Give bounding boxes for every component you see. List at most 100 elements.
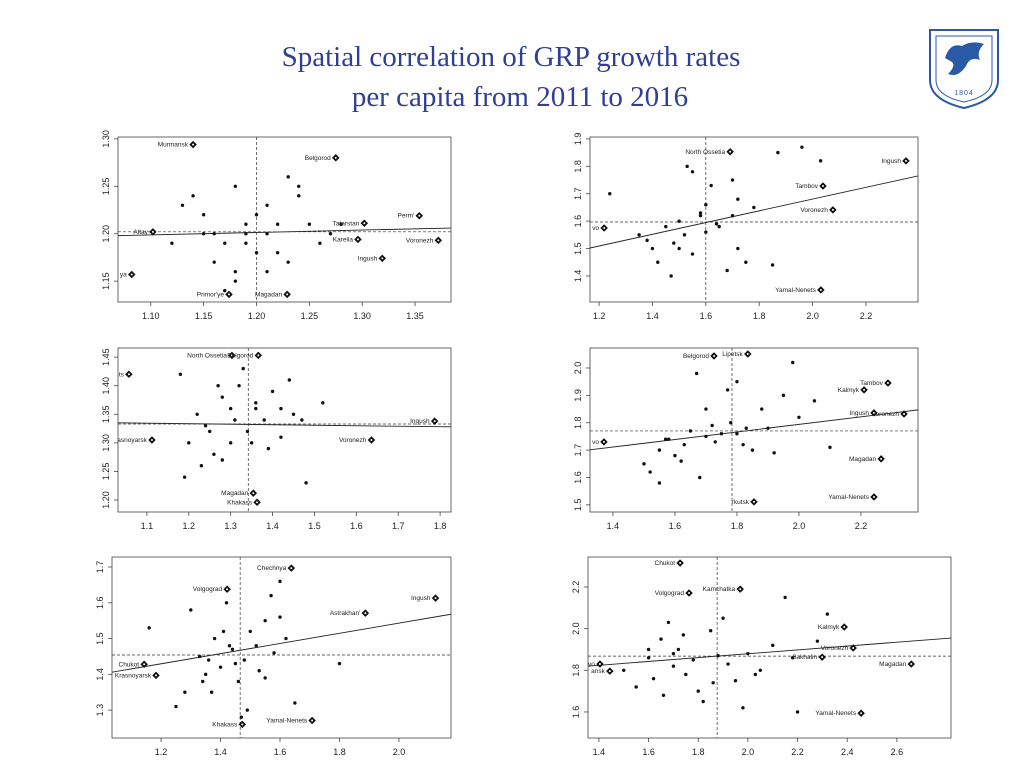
- point: [684, 672, 688, 677]
- labeled-point-center: [598, 663, 601, 666]
- point: [208, 429, 212, 434]
- point: [272, 651, 276, 655]
- labeled-point-center: [746, 353, 749, 356]
- point-label: rkutsk: [732, 499, 750, 506]
- y-tick-label: 1.8: [573, 160, 583, 173]
- point: [293, 701, 297, 705]
- point: [170, 241, 174, 245]
- point: [637, 233, 641, 237]
- point-label: Kalmyk: [818, 624, 840, 631]
- point-label: Kamchatka: [703, 586, 736, 593]
- labeled-point-center: [434, 597, 437, 600]
- point-label: Volgograd: [193, 586, 223, 593]
- point: [191, 194, 195, 198]
- point: [220, 395, 224, 399]
- labeled-point-center: [872, 411, 875, 414]
- point-label: North Ossetia: [187, 352, 227, 359]
- x-tick-label: 1.25: [301, 311, 319, 321]
- x-tick-label: 1.4: [266, 521, 279, 531]
- point: [671, 651, 676, 656]
- point: [696, 689, 700, 693]
- point: [725, 388, 730, 392]
- y-tick-label: 1.4: [95, 668, 105, 681]
- y-tick-label: 1.35: [101, 406, 111, 424]
- point: [659, 637, 663, 641]
- point-label: Ingush: [849, 410, 869, 417]
- labeled-point-center: [831, 208, 834, 211]
- fit-line: [590, 175, 918, 249]
- point: [244, 241, 248, 245]
- point-label: North Ossetia: [685, 149, 725, 156]
- y-tick-label: 1.15: [101, 272, 111, 290]
- x-tick-label: 1.6: [274, 747, 287, 757]
- point-label: Khakass: [227, 499, 253, 506]
- point-label: ansk: [591, 668, 605, 675]
- point: [736, 197, 740, 201]
- point: [691, 658, 695, 662]
- plot-frame: [111, 556, 452, 739]
- point: [228, 406, 233, 411]
- point: [254, 644, 258, 648]
- point: [265, 203, 269, 207]
- labeled-point-center: [418, 214, 421, 217]
- y-tick-label: 1.7: [573, 444, 583, 457]
- point: [608, 192, 612, 196]
- point: [730, 213, 735, 218]
- x-tick-label: 2.0: [393, 747, 406, 757]
- point: [721, 616, 725, 620]
- x-tick-label: 1.3: [224, 521, 237, 531]
- point: [704, 407, 708, 411]
- point: [249, 441, 254, 445]
- point-label: Voronezh: [800, 207, 828, 214]
- fit-line: [118, 422, 451, 428]
- labeled-point-center: [753, 500, 755, 503]
- point: [227, 644, 232, 648]
- point: [690, 170, 695, 174]
- point: [783, 595, 787, 600]
- labeled-point-center: [151, 230, 154, 233]
- y-tick-label: 1.20: [101, 491, 111, 509]
- labeled-point-center: [437, 239, 440, 242]
- x-tick-label: 1.2: [155, 747, 168, 757]
- point: [825, 612, 830, 616]
- y-tick-label: 1.30: [101, 434, 111, 452]
- point: [795, 710, 800, 714]
- plot-area: North Ossetia Belgorod ts Ingush asnoyarsk Vo…: [118, 348, 451, 512]
- logo: 1804: [929, 29, 999, 110]
- x-tick-label: 2.0: [806, 311, 819, 321]
- point-label: Magadan: [879, 661, 906, 668]
- labeled-point-center: [143, 663, 146, 666]
- point: [224, 601, 229, 605]
- point: [275, 250, 280, 255]
- labeled-point-center: [843, 625, 846, 628]
- slide-title: Spatial correlation of GRP growth rates: [282, 41, 741, 73]
- point: [233, 418, 237, 422]
- point: [297, 194, 301, 198]
- x-tick-label: 2.2: [860, 311, 873, 321]
- point-label: Chukot: [655, 560, 676, 567]
- x-tick-label: 1.15: [195, 311, 213, 321]
- x-tick-label: 2.4: [841, 747, 854, 757]
- point-label: Astrakhan': [330, 610, 361, 617]
- point: [667, 437, 671, 441]
- point: [642, 462, 646, 466]
- labeled-point-center: [381, 257, 384, 260]
- x-tick-label: 1.2: [183, 521, 196, 531]
- labeled-point-center: [433, 420, 436, 423]
- point-label: Primor'ye: [197, 291, 225, 298]
- point: [287, 378, 292, 382]
- labeled-point-center: [311, 719, 314, 722]
- x-tick-label: 1.6: [642, 747, 655, 757]
- y-tick-label: 1.6: [571, 706, 581, 719]
- point: [790, 656, 795, 660]
- scatter-chart: 1.2 1.4 1.6 1.8 2.0 2.2 1.9 1.8 1.7 1.6 1.5 1.4 Nort…: [573, 133, 919, 321]
- x-tick-label: 1.4: [607, 521, 620, 531]
- x-tick-label: 1.35: [406, 311, 424, 321]
- point: [682, 442, 686, 447]
- point: [262, 418, 266, 422]
- point: [677, 219, 681, 223]
- labeled-point-center: [679, 562, 682, 565]
- point: [828, 445, 832, 450]
- point: [233, 184, 238, 189]
- y-tick-label: 1.8: [571, 664, 581, 677]
